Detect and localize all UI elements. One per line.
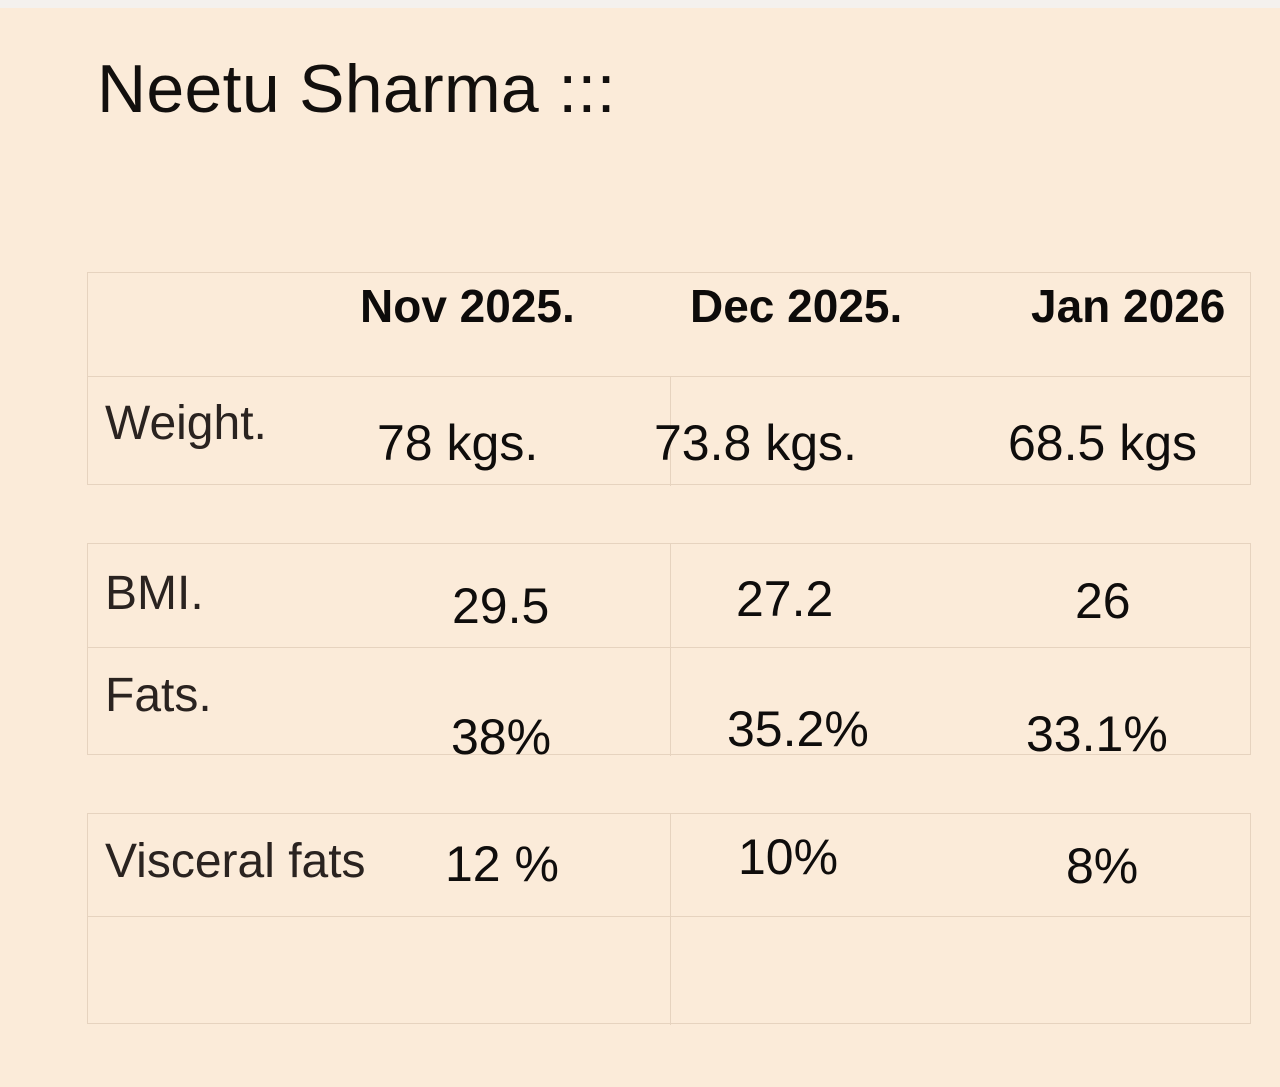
page-title: Neetu Sharma ::: xyxy=(97,51,616,127)
visceral-dec: 10% xyxy=(738,829,839,885)
weight-jan: 68.5 kgs xyxy=(1008,415,1198,471)
visceral-nov: 12 % xyxy=(445,836,559,892)
table-block-bmi-fats: BMI. 29.5 27.2 26 Fats. 38% 35.2% 33.1% xyxy=(87,543,1251,762)
top-edge xyxy=(0,0,1280,8)
row-label-bmi: BMI. xyxy=(105,567,204,620)
table-block-visceral: Visceral fats 12 % 10% 8% xyxy=(87,813,1251,1025)
bmi-jan: 26 xyxy=(1075,573,1131,629)
bmi-nov: 29.5 xyxy=(452,578,550,634)
column-divider xyxy=(670,376,671,486)
row-label-fats: Fats. xyxy=(105,669,212,722)
fats-dec: 35.2% xyxy=(727,701,869,757)
weight-nov: 78 kgs. xyxy=(377,415,539,471)
row-label-visceral-fats: Visceral fats xyxy=(105,835,366,888)
fats-jan: 33.1% xyxy=(1026,706,1168,762)
visceral-jan: 8% xyxy=(1066,838,1139,894)
column-divider xyxy=(670,544,671,756)
row-label-weight: Weight. xyxy=(105,397,267,450)
row-divider xyxy=(88,647,1250,648)
bmi-dec: 27.2 xyxy=(736,571,834,627)
table-block-weight: Nov 2025. Dec 2025. Jan 2026 Weight. 78 … xyxy=(87,272,1251,486)
column-divider xyxy=(670,814,671,1025)
fats-nov: 38% xyxy=(451,709,552,765)
month-header-dec: Dec 2025. xyxy=(690,280,903,332)
month-header-jan: Jan 2026 xyxy=(1031,280,1226,332)
row-divider xyxy=(88,376,1250,377)
month-header-nov: Nov 2025. xyxy=(360,280,575,332)
weight-dec: 73.8 kgs. xyxy=(654,415,857,471)
row-divider xyxy=(88,916,1250,917)
